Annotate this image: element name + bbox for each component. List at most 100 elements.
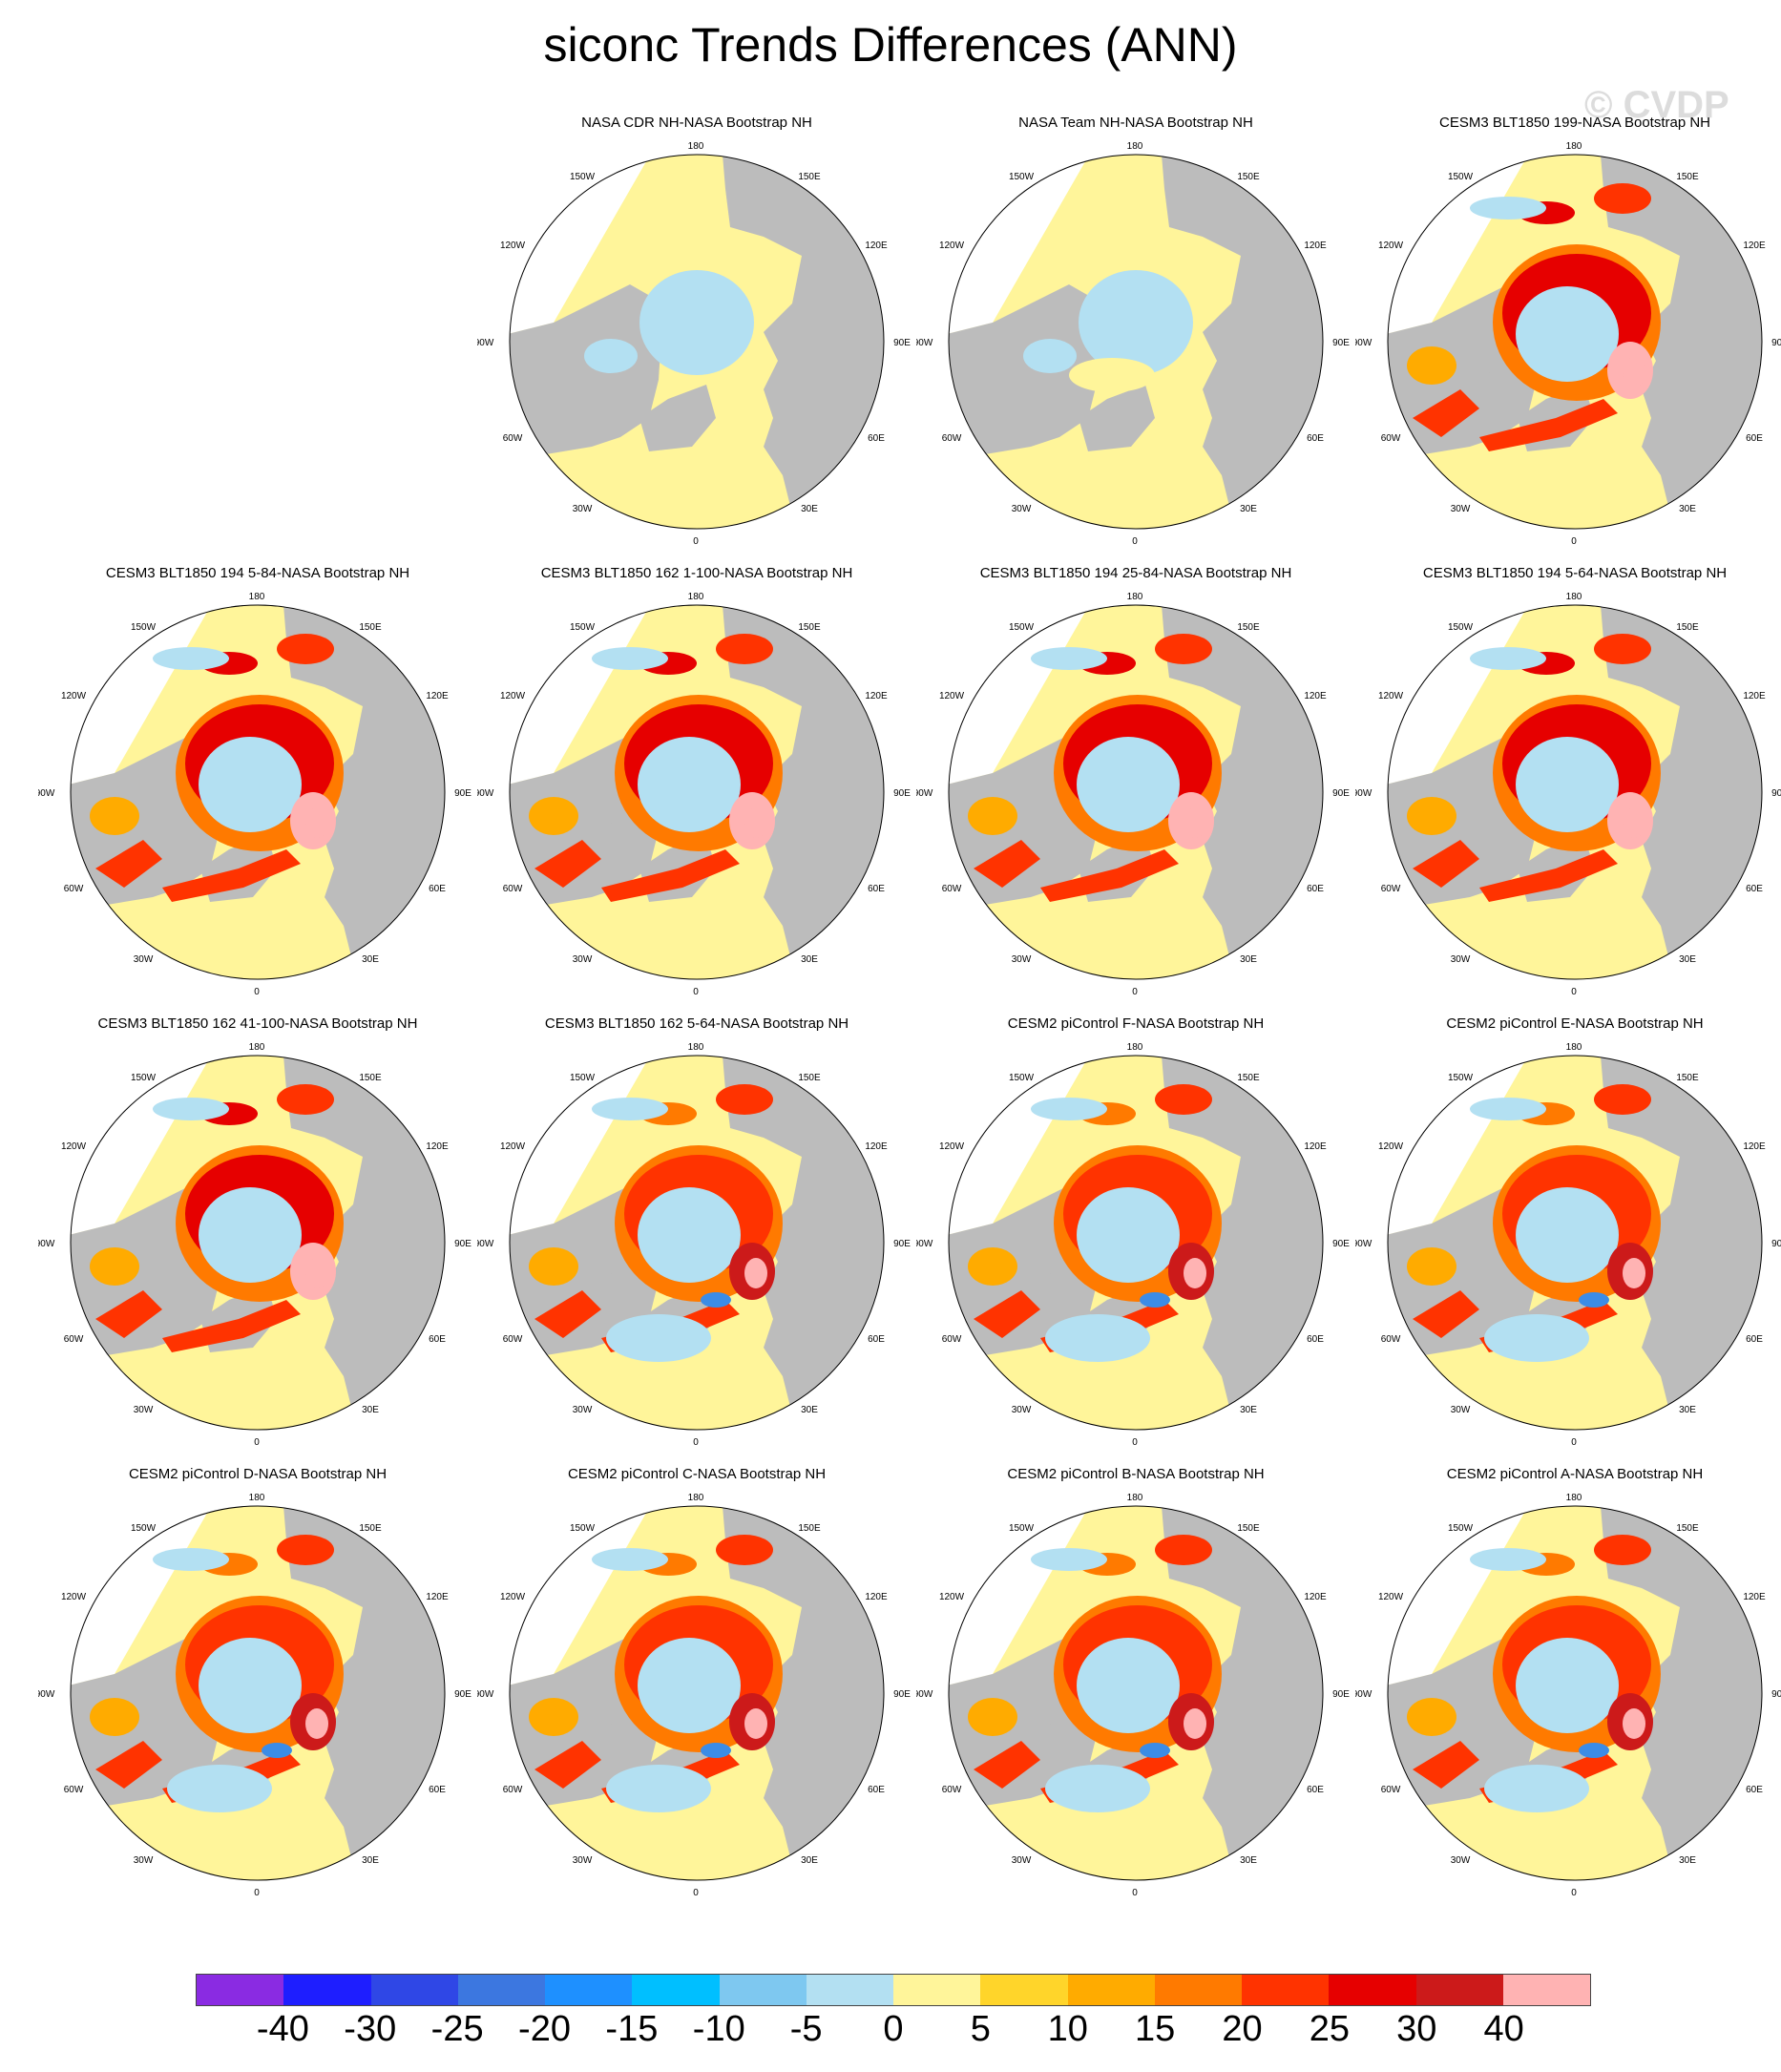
- lon-label-60e: 60E: [868, 1334, 885, 1345]
- lon-label-60e: 60E: [868, 884, 885, 894]
- island-land: [1496, 835, 1511, 845]
- island-land: [618, 835, 633, 845]
- central-arctic-negative: [199, 1187, 302, 1283]
- lon-label-90e: 90E: [893, 1239, 911, 1249]
- map-boundary: [509, 604, 885, 980]
- labrador-area: [95, 1741, 162, 1789]
- map-panel: CESM2 piControl F-NASA Bootstrap NH 180 0 1…: [916, 1015, 1355, 1464]
- panel-title: CESM3 BLT1850 199-NASA Bootstrap NH: [1438, 115, 1711, 131]
- pacific-negative-area: [592, 1548, 668, 1571]
- lon-label-90e: 90E: [454, 1239, 471, 1249]
- okhotsk-area: [1155, 1084, 1212, 1115]
- lon-label-120w: 120W: [1378, 1592, 1404, 1602]
- colorbar-segment: [1329, 1975, 1416, 2005]
- lon-label-120e: 120E: [865, 1592, 888, 1602]
- lon-label-150w: 150W: [1448, 622, 1474, 633]
- okhotsk-area: [1155, 634, 1212, 664]
- lon-label-120w: 120W: [500, 1141, 526, 1152]
- panel-title: CESM3 BLT1850 162 1-100-NASA Bootstrap N…: [540, 565, 853, 581]
- lon-label-180: 180: [249, 1042, 265, 1053]
- lon-label-180: 180: [688, 592, 704, 602]
- lon-label-90w: 90W: [1355, 1239, 1372, 1249]
- lon-label-0: 0: [1132, 987, 1138, 997]
- lon-label-120e: 120E: [1743, 241, 1766, 251]
- lon-label-30w: 30W: [134, 1855, 154, 1866]
- map-panel: CESM2 piControl A-NASA Bootstrap NH 180 0 1…: [1355, 1466, 1781, 1915]
- lon-label-60w: 60W: [942, 1334, 962, 1345]
- lon-label-60w: 60W: [942, 1785, 962, 1795]
- polar-map: 180 0 150W 150E 120W 120E 90W 90E 60W 60E 30W 30E: [1355, 1042, 1781, 1448]
- colorbar-tick-label: -15: [605, 2009, 659, 2049]
- panel-title: CESM2 piControl E-NASA Bootstrap NH: [1446, 1015, 1704, 1032]
- lon-label-90e: 90E: [893, 338, 911, 348]
- lon-label-120e: 120E: [426, 691, 449, 701]
- island-land: [1057, 835, 1072, 845]
- map-boundary: [948, 154, 1324, 530]
- labrador-area: [974, 840, 1040, 888]
- lon-label-120e: 120E: [1743, 691, 1766, 701]
- colorbar-segment: [370, 1975, 458, 2005]
- lon-label-0: 0: [254, 1888, 260, 1898]
- hudson-bay-area: [1407, 346, 1456, 385]
- lon-label-150e: 150E: [1676, 172, 1699, 182]
- polar-map: 180 0 150W 150E 120W 120E 90W 90E 60W 60E 30W 30E: [1355, 592, 1781, 997]
- central-arctic-negative: [1077, 1187, 1180, 1283]
- lon-label-120e: 120E: [1304, 1141, 1327, 1152]
- colorbar-tick-label: 40: [1483, 2009, 1524, 2049]
- lon-label-0: 0: [1571, 987, 1577, 997]
- map-panel: CESM3 BLT1850 194 25-84-NASA Bootstrap N…: [916, 565, 1355, 1014]
- lon-label-150w: 150W: [1448, 172, 1474, 182]
- lon-label-150w: 150W: [1448, 1073, 1474, 1083]
- lon-label-90w: 90W: [916, 788, 933, 799]
- lon-label-30e: 30E: [362, 1405, 379, 1415]
- lon-label-150e: 150E: [1237, 622, 1260, 633]
- barents-peak-area: [744, 807, 767, 838]
- lon-label-30e: 30E: [1679, 504, 1696, 514]
- panel-title: CESM3 BLT1850 162 5-64-NASA Bootstrap NH: [544, 1015, 849, 1032]
- colorbar-tick-label: -5: [789, 2009, 823, 2049]
- lon-label-30w: 30W: [1012, 1405, 1032, 1415]
- hudson-bay-area: [968, 1698, 1017, 1736]
- lon-label-0: 0: [693, 1888, 699, 1898]
- greenland-sea-area: [1479, 849, 1618, 902]
- lon-label-60w: 60W: [503, 1334, 523, 1345]
- lon-label-150w: 150W: [1009, 1073, 1035, 1083]
- lon-label-150e: 150E: [798, 622, 821, 633]
- lon-label-150e: 150E: [798, 1073, 821, 1083]
- hudson-bay-area: [529, 797, 578, 835]
- colorbar-segment: [632, 1975, 720, 2005]
- lon-label-30w: 30W: [1012, 504, 1032, 514]
- labrador-area: [534, 1741, 601, 1789]
- pacific-negative-area: [153, 1098, 229, 1120]
- central-arctic-negative: [638, 737, 741, 832]
- lon-label-60e: 60E: [1746, 1785, 1763, 1795]
- central-arctic-negative: [1516, 1638, 1619, 1733]
- lon-label-120w: 120W: [1378, 241, 1404, 251]
- lon-label-60w: 60W: [503, 884, 523, 894]
- lon-label-150e: 150E: [359, 1523, 382, 1534]
- greenland-sea-area: [1479, 399, 1618, 451]
- lon-label-120w: 120W: [500, 691, 526, 701]
- central-arctic-negative: [638, 1187, 741, 1283]
- labrador-area: [974, 1290, 1040, 1338]
- colorbar-tick-label: 30: [1396, 2009, 1437, 2049]
- lon-label-90w: 90W: [916, 1239, 933, 1249]
- colorbar-segment: [719, 1975, 807, 2005]
- lon-label-60w: 60W: [503, 433, 523, 444]
- map-panel: CESM3 BLT1850 162 41-100-NASA Bootstrap …: [38, 1015, 477, 1464]
- lon-label-120e: 120E: [1304, 241, 1327, 251]
- greenland-land: [1079, 385, 1155, 451]
- lon-label-150w: 150W: [1009, 1523, 1035, 1534]
- lon-label-90w: 90W: [38, 1689, 55, 1700]
- island-land: [1468, 365, 1491, 376]
- polar-map: 180 0 150W 150E 120W 120E 90W 90E 60W 60E 30W 30E: [477, 592, 911, 997]
- island-land: [1057, 1736, 1072, 1746]
- lon-label-150e: 150E: [359, 1073, 382, 1083]
- lon-label-150e: 150E: [1676, 1523, 1699, 1534]
- lon-label-0: 0: [693, 1437, 699, 1448]
- lon-label-90w: 90W: [916, 338, 933, 348]
- arctic-negative-area: [1079, 270, 1193, 375]
- pacific-negative-area: [1031, 1548, 1107, 1571]
- island-land: [1057, 1286, 1072, 1295]
- polar-map: 180 0 150W 150E 120W 120E 90W 90E 60W 60E 30W 30E: [916, 141, 1350, 547]
